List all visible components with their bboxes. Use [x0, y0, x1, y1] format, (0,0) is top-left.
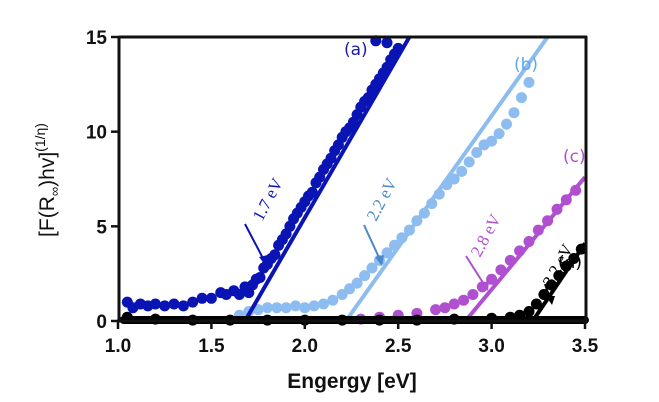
data-point [149, 298, 161, 310]
y-tick-label: 5 [96, 217, 107, 238]
arrow-a-head [259, 255, 268, 266]
data-point [448, 173, 460, 185]
series-b [233, 35, 550, 323]
band-gap-label-a: 1.7 eV [249, 174, 287, 224]
annotation-a: 1.7 eV [244, 174, 287, 266]
y-axis-title: [F(R∞)hv](1/η) [32, 123, 62, 237]
data-point [456, 165, 468, 177]
x-axis-title: Engergy [eV] [287, 370, 417, 393]
arrow-d-head [546, 296, 555, 305]
x-tick-label: 3.5 [572, 336, 599, 357]
data-point [366, 262, 378, 274]
data-point [463, 156, 475, 168]
data-point [306, 186, 318, 198]
y-tick-label: 0 [96, 312, 107, 333]
x-tick-label: 3.0 [478, 336, 504, 357]
data-point [261, 302, 273, 314]
band-gap-label-c: 2.8 eV [467, 210, 505, 260]
data-point [523, 76, 535, 88]
data-point [516, 92, 527, 104]
svg-text:[F(R∞)hv](1/η): [F(R∞)hv](1/η) [32, 123, 62, 237]
fit-line [344, 35, 550, 323]
data-point [501, 118, 512, 130]
band-gap-label-b: 2.2 eV [363, 174, 401, 224]
data-point [269, 249, 281, 261]
data-point [359, 270, 371, 282]
x-tick-label: 2.0 [292, 336, 318, 357]
y-axis-title-sup: (1/η) [32, 123, 48, 152]
data-point [336, 289, 348, 300]
data-point [196, 292, 208, 304]
data-point [290, 300, 301, 312]
series-label-d: (d) [558, 253, 582, 273]
data-point [467, 289, 479, 300]
data-point [327, 294, 339, 306]
data-point [493, 128, 505, 140]
series-label-a: (a) [344, 40, 368, 60]
data-point [159, 300, 171, 312]
data-point [530, 298, 542, 310]
data-point [508, 107, 520, 119]
fit-line [463, 175, 587, 323]
data-point [381, 247, 393, 259]
data-point [351, 277, 363, 289]
ticks-layer: 1.0 1.5 2.0 2.5 3.0 3.5 0 5 10 15 [86, 28, 599, 357]
y-axis-title-main: [F(R [36, 196, 59, 237]
data-point [187, 296, 199, 308]
data-point [344, 283, 356, 295]
data-point [308, 300, 320, 312]
series-label-b: (b) [514, 55, 538, 75]
arrow-c-head [480, 281, 489, 291]
data-point [168, 298, 180, 310]
series-c [355, 175, 587, 325]
data-point [205, 292, 217, 304]
fit-line [531, 242, 587, 323]
data-point [381, 37, 393, 49]
x-tick-label: 1.0 [105, 336, 131, 357]
y-axis-title-tail: )hv] [36, 152, 59, 187]
data-point [177, 300, 189, 312]
y-axis-title-sub: ∞ [47, 187, 62, 196]
data-point [254, 272, 266, 283]
x-tick-label: 2.5 [385, 336, 412, 357]
data-point [486, 135, 498, 147]
data-point [471, 147, 483, 158]
data-point [280, 302, 292, 314]
data-point [233, 289, 245, 300]
y-tick-label: 15 [86, 28, 108, 49]
y-tick-label: 10 [86, 123, 107, 144]
data-point [523, 306, 535, 317]
data-layer [119, 35, 589, 326]
series-label-c: (c) [563, 147, 586, 167]
x-tick-label: 1.5 [198, 336, 225, 357]
data-point [439, 302, 451, 314]
data-point [458, 294, 470, 306]
fit-line [243, 35, 412, 323]
data-point [430, 304, 442, 316]
data-point [299, 302, 311, 314]
arrow-b-head [375, 255, 384, 266]
data-point [271, 302, 283, 314]
data-point [318, 298, 329, 310]
series-a [121, 35, 412, 323]
data-point [448, 298, 460, 310]
